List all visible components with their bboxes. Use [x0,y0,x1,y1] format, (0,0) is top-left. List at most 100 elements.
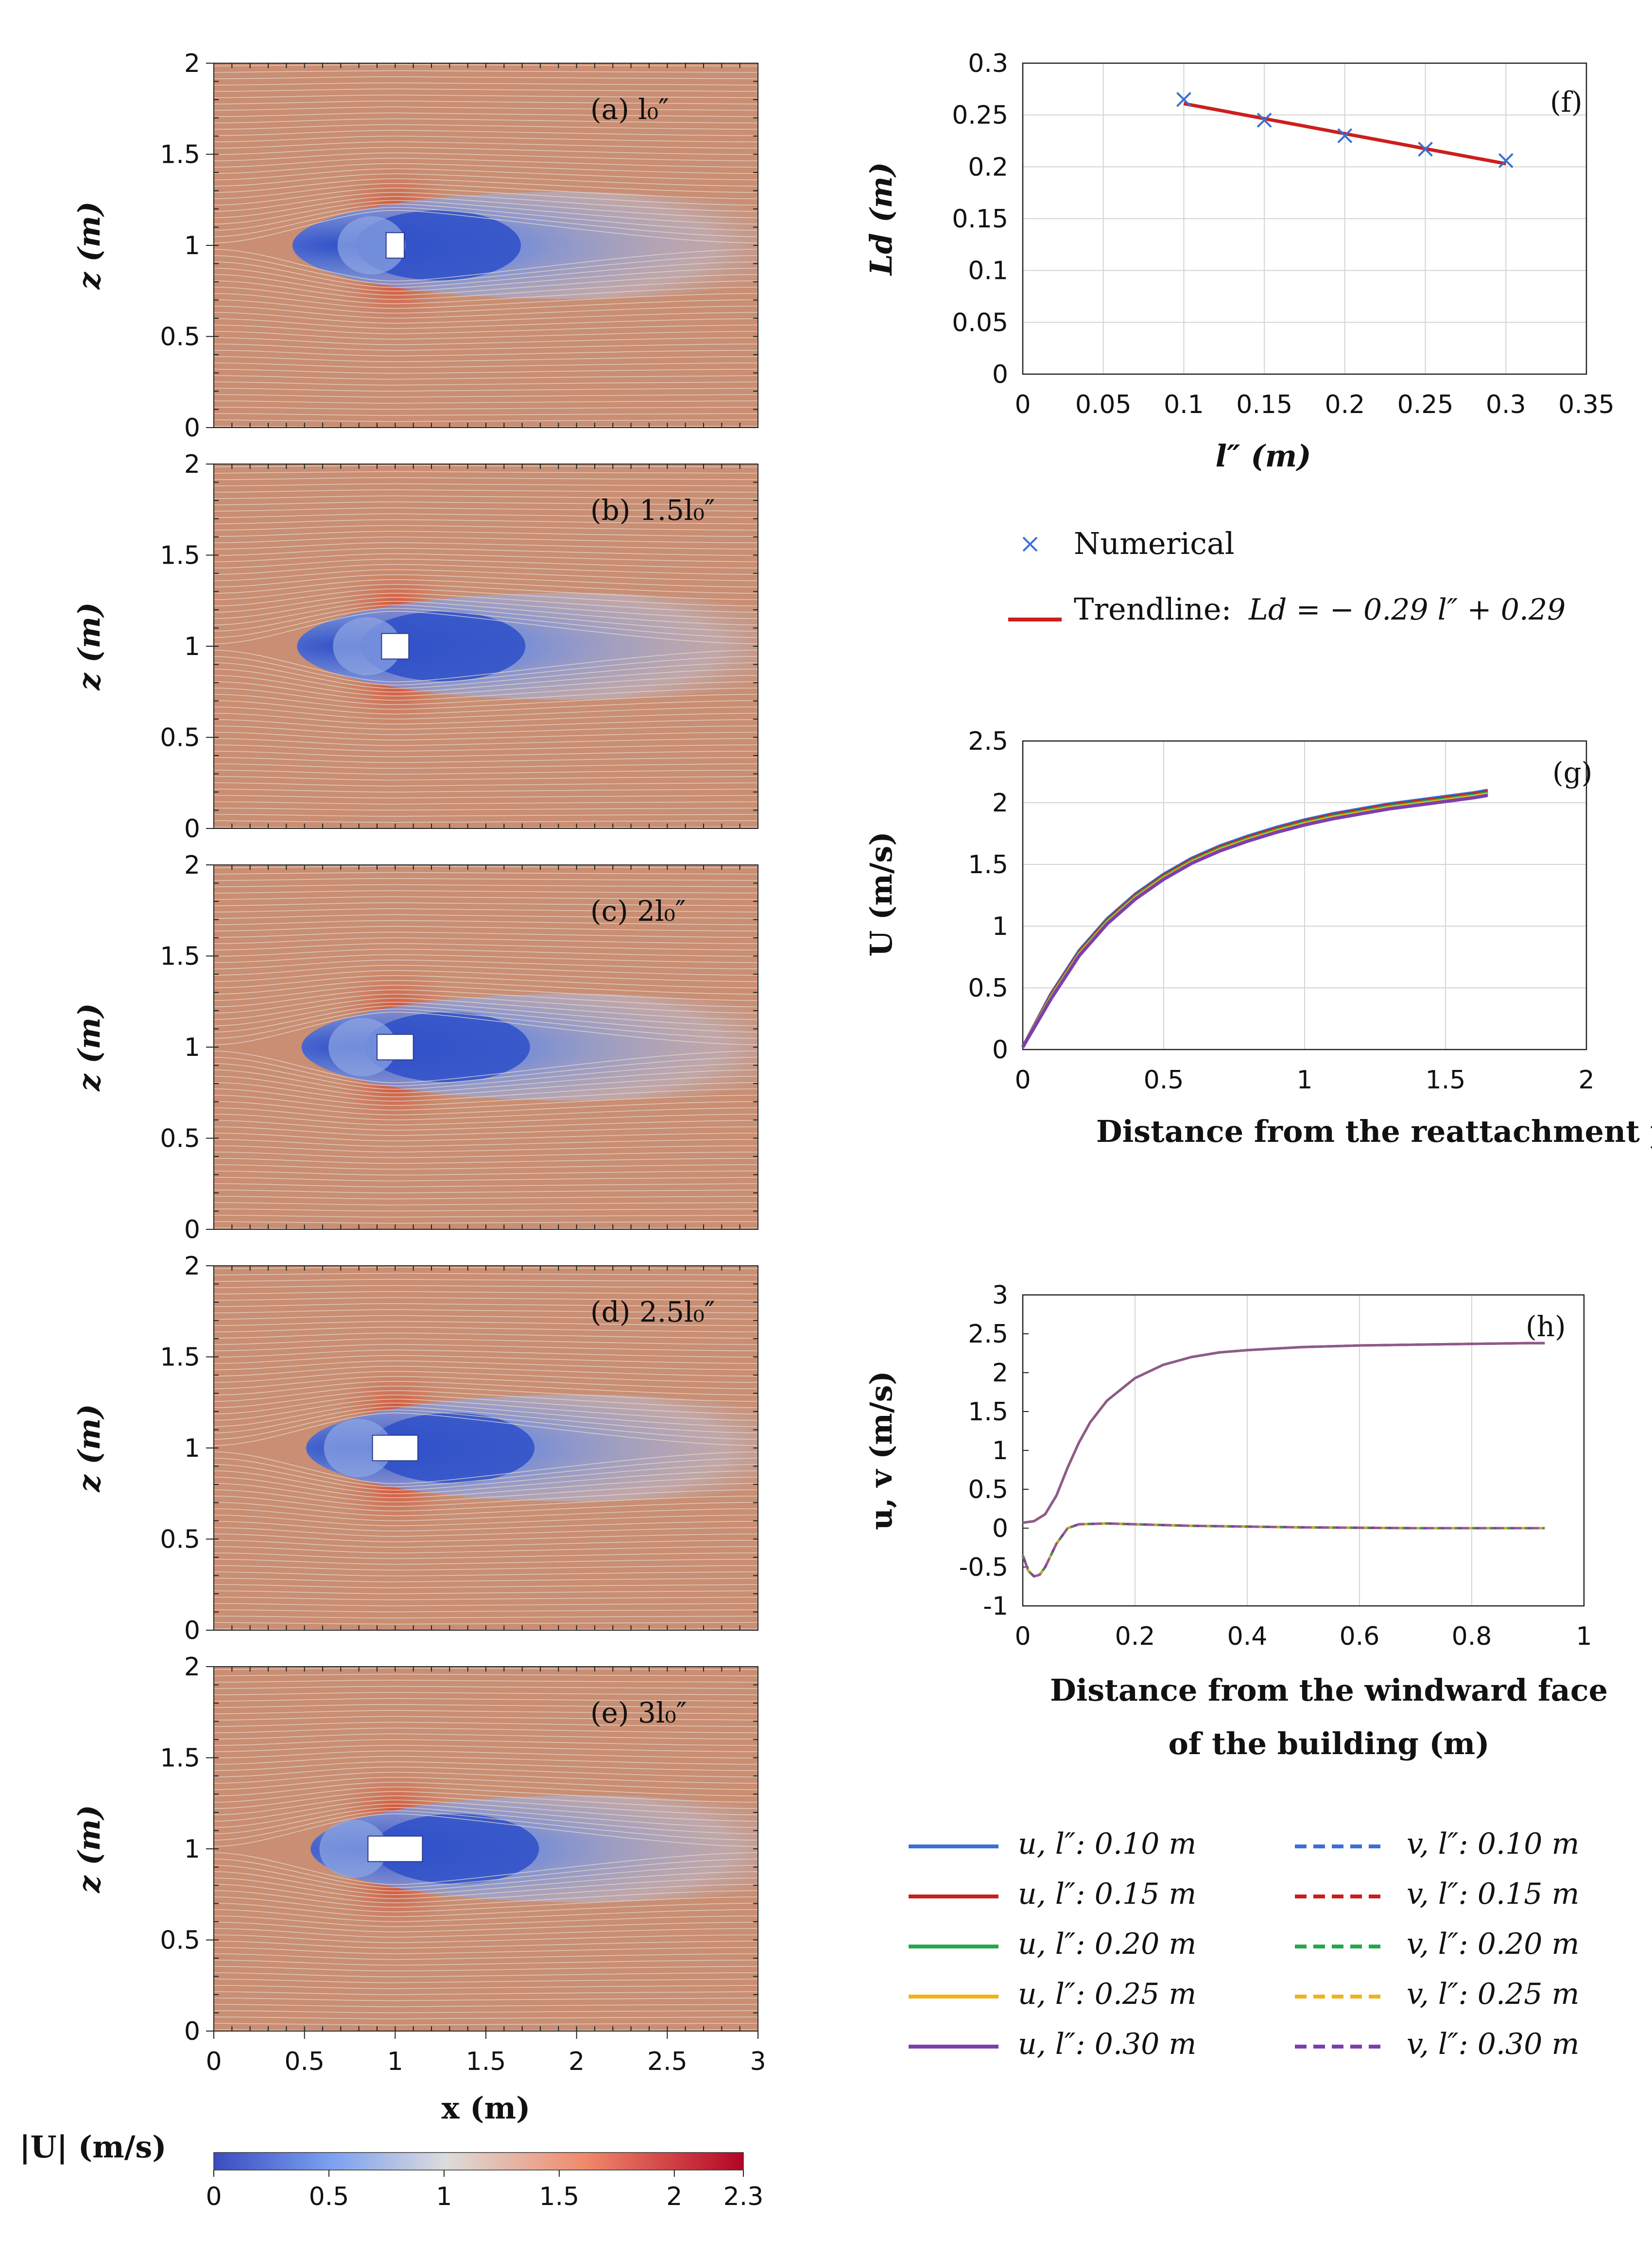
legend-v-label-3: v, l″: 0.20 m [1407,1927,1579,1961]
x-tick-label: 0.8 [1452,1622,1492,1651]
streamline [214,579,758,594]
data-point [1337,128,1353,143]
streamline [214,1483,758,1502]
legend-f: Numerical Trendline: Ld = − 0.29 l″ + 0.29 [1008,526,1566,627]
streamline [214,1076,758,1098]
streamline [214,531,758,537]
streamline [214,1371,758,1383]
streamline [214,1360,758,1370]
streamline [214,400,758,404]
streamline [214,1884,758,1903]
streamline [214,287,758,304]
streamline [214,519,758,524]
colorbar-tick-label: 2 [666,2182,682,2211]
y-axis-label: U (m/s) [863,831,899,956]
streamline [214,1616,758,1619]
streamline [214,1909,758,1922]
streamline [214,210,758,243]
wake-core-c [364,1012,530,1082]
streamline [214,1878,758,1899]
streamline [214,593,758,613]
streamline [214,548,758,556]
streamline [214,1279,758,1282]
chart-g-velocity-magnitude: 0 0.5 1 1.5 2 0 0.5 1 1.5 2 2.5 (g) Distance from th… [863,727,1652,1149]
streamline [214,178,758,193]
streamline [214,1365,758,1377]
x-tick-label: 0 [1015,390,1031,419]
streamline [214,1667,758,1670]
streamline [214,1133,758,1141]
legend-u-label-1: u, l″: 0.10 m [1018,1827,1196,1861]
streamline [214,413,758,416]
streamline [214,1266,758,1269]
streamline [214,1095,758,1111]
x-axis-label-line2: of the building (m) [1168,1726,1489,1761]
plot-frame [1022,1294,1585,1607]
y-tick-label: 2.5 [968,1320,1008,1349]
y-tick-label: 1 [184,231,200,260]
series-line-4 [1021,792,1488,1048]
wake-core-d [369,1413,534,1483]
streamline [214,76,758,79]
streamline [214,1772,758,1784]
streamline [214,369,758,374]
streamline [214,1807,758,1834]
streamline [214,1390,758,1408]
streamline [214,325,758,334]
streamline [214,1896,758,1912]
building-b [381,633,410,660]
y-tick-label: 1 [992,912,1008,941]
streamline [214,1158,758,1164]
legend-u-label-4: u, l″: 0.25 m [1018,1977,1196,2011]
streamline [214,1458,758,1487]
colorbar-tick-label: 0.5 [309,2182,349,2211]
streamline [214,318,758,329]
upstream-zone-c [328,1018,396,1076]
x-tick-label: 0.3 [1486,390,1526,419]
streamline [214,706,758,720]
data-point [1256,112,1272,128]
upstream-zone-d [324,1419,392,1477]
colorbar-tick-label: 1 [436,2182,452,2211]
streamline [214,719,758,730]
y-tick-label: 0 [184,413,200,443]
y-tick-label: 1.5 [160,1343,200,1372]
colorbar-tick-label: 1.5 [539,2182,580,2211]
streamline [214,1527,758,1537]
u-series-line-3 [1022,1342,1545,1524]
streamline [214,1686,758,1689]
streamline [214,1727,758,1733]
data-point [1176,92,1191,107]
streamline [214,1355,758,1364]
building-e [367,1835,423,1862]
y-tick-label: 0.5 [968,974,1008,1003]
streamline [214,255,758,285]
y-axis-label: z (m) [71,602,107,690]
streamline [214,101,758,104]
series-line-5 [1021,793,1488,1048]
streamline [214,1744,758,1752]
streamline [214,611,758,644]
y-tick-label: 3 [992,1281,1008,1310]
streamline [214,1470,758,1495]
u-series-line-5 [1022,1342,1545,1524]
streamline [214,375,758,380]
streamline [214,808,758,811]
streamline [214,902,758,906]
streamline [214,1515,758,1526]
x-tick-label: 0.2 [1325,390,1365,419]
streamline [214,299,758,314]
legend-v-label-5: v, l″: 0.30 m [1407,2027,1579,2061]
x-tick-label: 0.15 [1236,390,1292,419]
streamline [214,1979,758,1983]
streamline [214,1540,758,1548]
streamline [214,1704,758,1708]
y-tick-label: 2 [184,49,200,78]
x-tick-label: 2 [568,2047,585,2076]
streamline [214,1398,758,1421]
streamline [214,173,758,187]
streamline [214,1565,758,1571]
streamline [214,1799,758,1822]
streamline [214,738,758,746]
legend-v-label-1: v, l″: 0.10 m [1407,1827,1579,1861]
